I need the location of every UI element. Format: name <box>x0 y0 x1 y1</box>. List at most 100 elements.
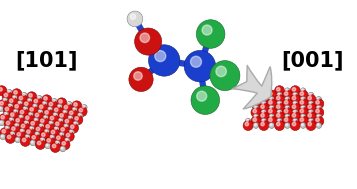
Ellipse shape <box>37 103 47 113</box>
Ellipse shape <box>59 100 62 103</box>
Ellipse shape <box>253 123 259 128</box>
Ellipse shape <box>26 135 28 137</box>
Ellipse shape <box>16 119 19 122</box>
Ellipse shape <box>33 118 39 123</box>
Ellipse shape <box>286 98 288 100</box>
Ellipse shape <box>67 102 70 105</box>
Ellipse shape <box>15 124 17 126</box>
Ellipse shape <box>22 106 28 112</box>
Ellipse shape <box>277 114 280 117</box>
Ellipse shape <box>253 114 259 120</box>
Ellipse shape <box>26 116 29 119</box>
Ellipse shape <box>46 125 49 128</box>
Ellipse shape <box>51 98 57 104</box>
Ellipse shape <box>45 137 55 147</box>
Ellipse shape <box>253 109 256 113</box>
Ellipse shape <box>285 88 290 94</box>
Ellipse shape <box>216 66 226 77</box>
Ellipse shape <box>277 122 280 126</box>
Ellipse shape <box>285 114 290 120</box>
Ellipse shape <box>127 11 143 27</box>
Ellipse shape <box>2 129 5 133</box>
Ellipse shape <box>60 114 63 117</box>
Ellipse shape <box>1 115 4 119</box>
Ellipse shape <box>292 114 296 117</box>
Ellipse shape <box>67 115 73 121</box>
Ellipse shape <box>300 88 306 94</box>
Ellipse shape <box>44 123 54 133</box>
Ellipse shape <box>298 108 308 117</box>
Ellipse shape <box>52 144 56 148</box>
Ellipse shape <box>300 109 303 113</box>
Ellipse shape <box>277 110 282 115</box>
Ellipse shape <box>316 123 322 128</box>
Ellipse shape <box>44 116 46 118</box>
Ellipse shape <box>286 124 288 126</box>
Ellipse shape <box>30 127 32 129</box>
Ellipse shape <box>243 121 253 130</box>
Ellipse shape <box>155 51 166 62</box>
Ellipse shape <box>278 102 280 104</box>
Ellipse shape <box>82 105 85 108</box>
Ellipse shape <box>269 114 275 120</box>
Ellipse shape <box>47 139 50 142</box>
Ellipse shape <box>262 102 264 104</box>
Ellipse shape <box>17 132 20 136</box>
Ellipse shape <box>292 110 298 115</box>
Ellipse shape <box>245 118 251 124</box>
Ellipse shape <box>301 124 303 126</box>
Ellipse shape <box>22 93 25 95</box>
Ellipse shape <box>254 106 256 108</box>
Ellipse shape <box>316 105 322 111</box>
Ellipse shape <box>57 98 67 108</box>
Ellipse shape <box>30 134 40 144</box>
Ellipse shape <box>44 97 47 100</box>
Ellipse shape <box>10 118 12 120</box>
Ellipse shape <box>253 105 259 111</box>
Ellipse shape <box>254 115 256 117</box>
Ellipse shape <box>300 92 303 95</box>
Ellipse shape <box>0 120 5 126</box>
Ellipse shape <box>44 129 50 135</box>
Ellipse shape <box>66 133 70 137</box>
Ellipse shape <box>300 105 306 111</box>
Ellipse shape <box>269 118 272 122</box>
Ellipse shape <box>308 96 311 100</box>
Ellipse shape <box>28 112 34 118</box>
Ellipse shape <box>251 116 261 126</box>
Ellipse shape <box>285 105 290 111</box>
Ellipse shape <box>308 92 314 98</box>
Ellipse shape <box>21 124 25 128</box>
Ellipse shape <box>300 123 306 128</box>
Ellipse shape <box>20 136 30 146</box>
Ellipse shape <box>35 133 37 135</box>
Ellipse shape <box>14 91 17 94</box>
Ellipse shape <box>71 125 74 129</box>
Ellipse shape <box>24 107 26 109</box>
Ellipse shape <box>79 108 82 112</box>
Ellipse shape <box>1 135 3 137</box>
Ellipse shape <box>54 126 59 132</box>
Ellipse shape <box>57 136 60 139</box>
Ellipse shape <box>42 95 52 105</box>
Ellipse shape <box>316 109 319 113</box>
Ellipse shape <box>18 115 24 120</box>
Text: [001]: [001] <box>281 50 344 70</box>
Ellipse shape <box>28 99 30 101</box>
Ellipse shape <box>64 105 67 109</box>
Ellipse shape <box>285 97 290 102</box>
Ellipse shape <box>62 104 72 113</box>
Ellipse shape <box>64 125 66 127</box>
Ellipse shape <box>7 103 13 109</box>
Ellipse shape <box>69 129 74 135</box>
Ellipse shape <box>184 50 216 82</box>
Ellipse shape <box>210 61 240 91</box>
Ellipse shape <box>285 118 288 122</box>
Ellipse shape <box>308 105 311 108</box>
Ellipse shape <box>48 115 58 124</box>
Ellipse shape <box>25 134 30 140</box>
Ellipse shape <box>62 110 68 115</box>
Ellipse shape <box>285 123 290 128</box>
Ellipse shape <box>12 89 22 99</box>
Ellipse shape <box>37 96 40 98</box>
